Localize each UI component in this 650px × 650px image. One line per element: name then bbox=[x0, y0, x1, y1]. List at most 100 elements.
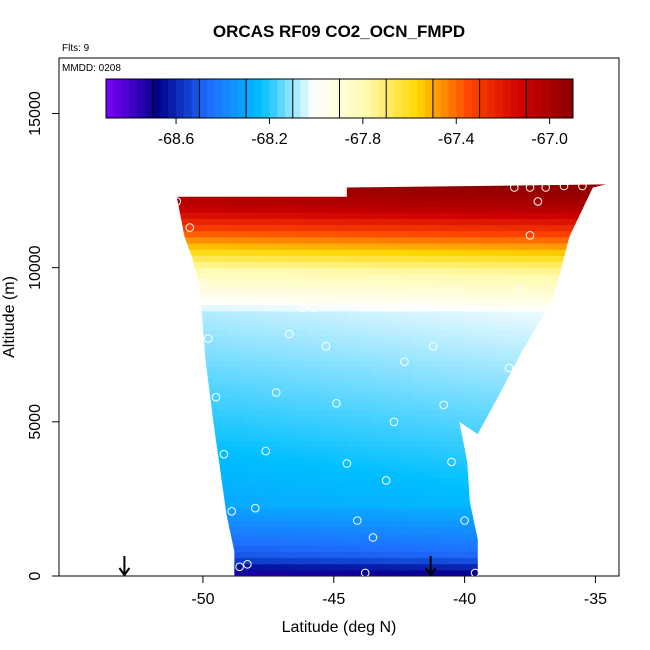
curtain-cell bbox=[490, 273, 505, 281]
curtain-cell bbox=[373, 539, 387, 546]
curtain-cell bbox=[530, 261, 544, 269]
curtain-cell bbox=[320, 551, 335, 559]
curtain-cell bbox=[359, 310, 374, 318]
curtain-cell bbox=[229, 489, 243, 497]
curtain-cell bbox=[294, 391, 309, 398]
curtain-cell bbox=[373, 218, 387, 226]
curtain-cell bbox=[399, 434, 413, 441]
curtain-cell bbox=[543, 199, 557, 207]
curtain-cell bbox=[229, 249, 243, 256]
flight-point bbox=[332, 399, 341, 408]
curtain-cell bbox=[359, 372, 374, 380]
curtain-cell bbox=[438, 304, 453, 312]
curtain-cell bbox=[333, 224, 348, 232]
curtain-cell bbox=[268, 409, 283, 417]
curtain-cell bbox=[477, 249, 492, 256]
y-tick-label: 15000 bbox=[27, 91, 44, 136]
curtain-cell bbox=[320, 384, 335, 392]
curtain-cell bbox=[464, 360, 479, 367]
curtain-cell bbox=[386, 212, 400, 219]
curtain-cell bbox=[425, 489, 440, 497]
curtain-cell bbox=[412, 329, 426, 337]
curtain-cell bbox=[346, 502, 361, 509]
curtain-cell bbox=[438, 218, 453, 226]
curtain-cell bbox=[503, 236, 518, 244]
curtain-cell bbox=[359, 206, 374, 213]
curtain-cell bbox=[464, 378, 479, 386]
curtain-cell bbox=[320, 310, 335, 318]
curtain-cell bbox=[294, 317, 309, 324]
curtain-cell bbox=[373, 452, 387, 460]
curtain-cell bbox=[425, 415, 440, 423]
flight-point bbox=[389, 417, 399, 427]
curtain-cell bbox=[268, 298, 283, 306]
curtain-cell bbox=[333, 335, 348, 343]
curtain-cell bbox=[503, 360, 518, 367]
curtain-cell bbox=[530, 193, 544, 201]
curtain-cell bbox=[386, 366, 400, 374]
curtain-cell bbox=[202, 224, 217, 232]
curtain-cell bbox=[281, 212, 296, 219]
curtain-cell bbox=[399, 545, 413, 552]
curtain-cell bbox=[346, 446, 361, 454]
curtain-cell bbox=[281, 304, 296, 312]
curtain-cell bbox=[307, 218, 322, 226]
curtain-cell bbox=[333, 526, 348, 534]
curtain-cell bbox=[281, 292, 296, 300]
curtain-cell bbox=[255, 378, 269, 386]
curtain-cell bbox=[216, 224, 230, 232]
curtain-cell bbox=[399, 415, 413, 423]
curtain-cell bbox=[229, 354, 243, 361]
curtain-cell bbox=[307, 477, 322, 485]
curtain-cell bbox=[216, 428, 230, 435]
curtain-cell bbox=[464, 384, 479, 392]
curtain-cell bbox=[268, 292, 283, 300]
curtain-cell bbox=[307, 372, 322, 380]
curtain-cell bbox=[281, 471, 296, 478]
curtain-cell bbox=[346, 514, 361, 522]
curtain-cell bbox=[176, 193, 191, 201]
curtain-cell bbox=[412, 206, 426, 213]
curtain-cell bbox=[464, 218, 479, 226]
colorbar-swatch bbox=[160, 79, 169, 118]
curtain-cell bbox=[386, 545, 400, 552]
colorbar-swatch bbox=[191, 79, 200, 118]
colorbar-swatch bbox=[534, 79, 543, 118]
curtain-cell bbox=[451, 532, 466, 540]
colorbar-swatch bbox=[565, 79, 574, 118]
curtain-cell bbox=[333, 267, 348, 275]
curtain-cell bbox=[307, 458, 322, 466]
curtain-cell bbox=[320, 520, 335, 528]
curtain-cell bbox=[412, 230, 426, 238]
curtain-cell bbox=[242, 391, 256, 398]
flight-point bbox=[219, 449, 229, 459]
curtain-cell bbox=[294, 341, 309, 349]
curtain-cell bbox=[399, 230, 413, 238]
curtain-cell bbox=[438, 391, 453, 398]
curtain-cell bbox=[386, 267, 400, 275]
curtain-cell bbox=[425, 551, 440, 559]
curtain-cell bbox=[216, 440, 230, 448]
curtain-cell bbox=[412, 199, 426, 207]
curtain-cell bbox=[242, 286, 256, 293]
curtain-cell bbox=[412, 304, 426, 312]
curtain-cell bbox=[216, 446, 230, 454]
curtain-cell bbox=[229, 557, 243, 565]
curtain-cell bbox=[346, 317, 361, 324]
curtain-cell bbox=[281, 199, 296, 207]
curtain-cell bbox=[386, 551, 400, 559]
curtain-cell bbox=[386, 347, 400, 355]
curtain-cell bbox=[373, 440, 387, 448]
colorbar-swatch bbox=[316, 79, 325, 118]
curtain-cell bbox=[503, 310, 518, 318]
curtain-cell bbox=[477, 184, 492, 189]
curtain-cell bbox=[399, 477, 413, 485]
flight-point bbox=[486, 480, 496, 490]
curtain-cell bbox=[477, 206, 492, 213]
curtain-cell bbox=[320, 212, 335, 219]
curtain-cell bbox=[229, 212, 243, 219]
curtain-cell bbox=[346, 458, 361, 466]
curtain-cell bbox=[242, 298, 256, 306]
curtain-cell bbox=[503, 261, 518, 269]
curtain-cell bbox=[386, 403, 400, 411]
